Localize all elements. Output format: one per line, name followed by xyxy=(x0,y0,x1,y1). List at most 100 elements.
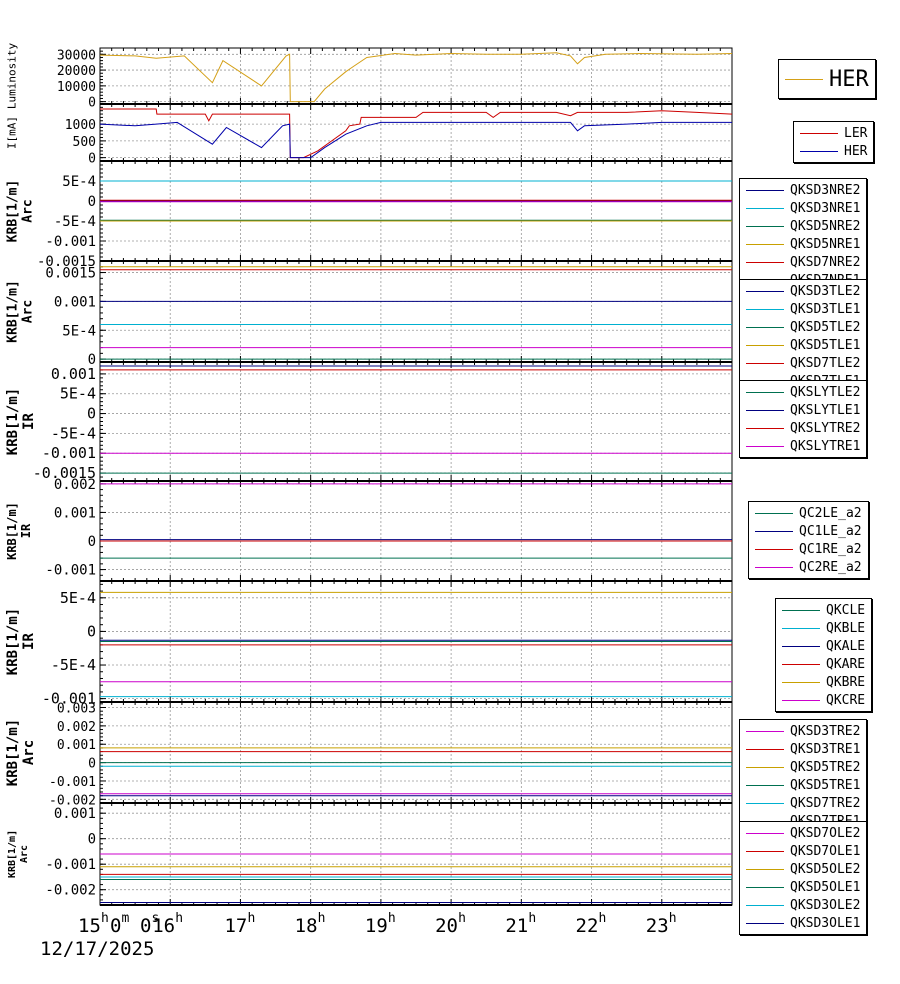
legend-label: QKSD3OLE2 xyxy=(790,897,861,913)
legend-label: QKSD5OLE2 xyxy=(790,861,861,877)
y-axis-label: IR xyxy=(19,523,33,538)
panel-4: 0.001 5E-4 0-5E-4 -0.001 -0.0015 KRB[1/m] IR xyxy=(5,361,733,482)
legend-label: QC1LE_a2 xyxy=(799,523,862,539)
series-line-her xyxy=(99,121,732,159)
legend-swatch xyxy=(746,802,784,804)
legend-label: QKSD7TRE2 xyxy=(790,795,861,811)
legend-label: QKSD5TRE1 xyxy=(790,777,861,793)
y-tick-label: 0 xyxy=(87,405,96,423)
legend-label: QKSD3TRE2 xyxy=(790,723,861,739)
legend-panel-2: QKSD3NRE2 QKSD3NRE1 QKSD5NRE2 QKSD5NRE1 QKSD… xyxy=(739,178,868,292)
legend-entry: LER xyxy=(800,124,867,142)
panel-3: 0.0015 0.001 5E-4 0 KRB[1/m] Arc xyxy=(6,260,733,368)
legend-swatch xyxy=(746,243,784,245)
legend-swatch xyxy=(746,922,784,924)
legend-entry: QKSD7NRE2 xyxy=(746,253,860,271)
x-tick-label-unit: h xyxy=(247,911,255,926)
y-tick-label: -5E-4 xyxy=(51,424,96,442)
legend-entry: QKSD7TLE2 xyxy=(746,354,860,372)
y-axis-label: IR xyxy=(21,413,37,430)
legend-entry: QKSLYTLE1 xyxy=(746,401,860,419)
legend-swatch xyxy=(800,132,838,134)
x-tick-label: 19 xyxy=(365,915,388,937)
legend-entry: QKSD7OLE2 xyxy=(746,824,860,842)
legend-entry: QKSD3TRE1 xyxy=(746,740,860,758)
legend-swatch xyxy=(746,308,784,310)
legend-entry: QKSLYTLE2 xyxy=(746,383,860,401)
panel-7: 0.003 0.002 0.001 0 -0.001 -0.002 KRB[1/m] Arc xyxy=(5,701,733,808)
y-tick-label: -0.001 xyxy=(42,444,96,462)
legend-panel-8: QKSD7OLE2 QKSD7OLE1 QKSD5OLE2 QKSD5OLE1 QKSD… xyxy=(739,821,868,935)
legend-entry: QKSD5TRE1 xyxy=(746,776,860,794)
legend-entry: QKSLYTRE1 xyxy=(746,437,860,455)
y-axis-label: KRB[1/m] xyxy=(5,719,21,786)
legend-swatch xyxy=(746,730,784,732)
y-tick-label: -0.002 xyxy=(45,883,96,899)
y-tick-label: -0.001 xyxy=(42,690,96,708)
legend-swatch xyxy=(746,445,784,447)
legend-swatch xyxy=(746,766,784,768)
x-tick-label: 20 xyxy=(435,915,458,937)
y-tick-label: 0.001 xyxy=(51,365,96,383)
legend-swatch xyxy=(746,427,784,429)
x-tick-label: 21 xyxy=(505,915,528,937)
legend-label: QC2LE_a2 xyxy=(799,505,862,521)
legend-swatch xyxy=(746,868,784,870)
y-tick-label: 20000 xyxy=(57,64,96,79)
x-tick-label-unit: h xyxy=(318,911,326,926)
y-tick-label: -5E-4 xyxy=(51,656,96,674)
legend-swatch xyxy=(746,344,784,346)
legend-swatch xyxy=(746,886,784,888)
legend-entry: QKARE xyxy=(782,655,865,673)
legend-swatch xyxy=(782,699,820,701)
x-tick-label: 0 xyxy=(140,915,151,937)
legend-swatch xyxy=(746,189,784,191)
legend-label: QKSD7OLE1 xyxy=(790,843,861,859)
x-tick-label: 22 xyxy=(576,915,599,937)
legend-label: QKSD7TLE2 xyxy=(790,355,861,371)
panel-frame xyxy=(99,160,733,262)
legend-entry: QKSD5OLE1 xyxy=(746,878,860,896)
x-tick-label: 23 xyxy=(646,915,669,937)
legend-label: QKSD7OLE2 xyxy=(790,825,861,841)
legend-swatch xyxy=(800,150,838,152)
y-axis-label: KRB[1/m] xyxy=(6,280,21,343)
legend-label: QKBRE xyxy=(826,674,866,690)
y-tick-label: 0 xyxy=(87,622,96,640)
y-axis-label: KRB[1/m] xyxy=(5,502,19,560)
y-axis-label: KRB[1/m] xyxy=(5,388,21,455)
legend-label: QKSD3OLE1 xyxy=(790,915,861,931)
legend-label: QKSD5NRE2 xyxy=(790,218,861,234)
legend-swatch xyxy=(746,290,784,292)
legend-label: QKSD5TLE2 xyxy=(790,319,861,335)
legend-swatch xyxy=(746,832,784,834)
legend-swatch xyxy=(746,225,784,227)
y-tick-label: -0.001 xyxy=(45,563,96,579)
legend-entry: QKSD3OLE1 xyxy=(746,914,860,932)
y-tick-label: 30000 xyxy=(57,48,96,63)
y-axis-label: Arc xyxy=(21,300,36,323)
panel-frame xyxy=(99,361,733,482)
legend-label: QKALE xyxy=(826,638,866,654)
legend-swatch xyxy=(746,748,784,750)
panel-5: 0.002 0.001 0 -0.001 KRB[1/m] IR xyxy=(5,477,733,582)
panel-frame xyxy=(99,47,733,105)
x-tick-label-unit: h xyxy=(458,911,466,926)
legend-label: QKSLYTRE1 xyxy=(790,438,861,454)
y-tick-label: 0.001 xyxy=(57,738,96,753)
panel-8: 0.001 0 -0.001 -0.002 KRB[1/m] Arc xyxy=(7,802,733,906)
series-line-her xyxy=(99,52,733,103)
y-tick-label: 0.002 xyxy=(54,477,96,493)
y-tick-label: -0.001 xyxy=(45,234,96,250)
y-axis-label: KRB[1/m] xyxy=(5,608,21,675)
legend-swatch xyxy=(782,663,820,665)
y-tick-label: 0 xyxy=(88,152,96,167)
legend-swatch xyxy=(746,391,784,393)
legend-label: QKSD5TRE2 xyxy=(790,759,861,775)
y-tick-label: 0 xyxy=(88,534,96,550)
legend-entry: QKSD7OLE1 xyxy=(746,842,860,860)
x-tick-label-unit: h xyxy=(528,911,536,926)
legend-swatch xyxy=(755,566,793,568)
legend-entry: QC2LE_a2 xyxy=(755,504,862,522)
